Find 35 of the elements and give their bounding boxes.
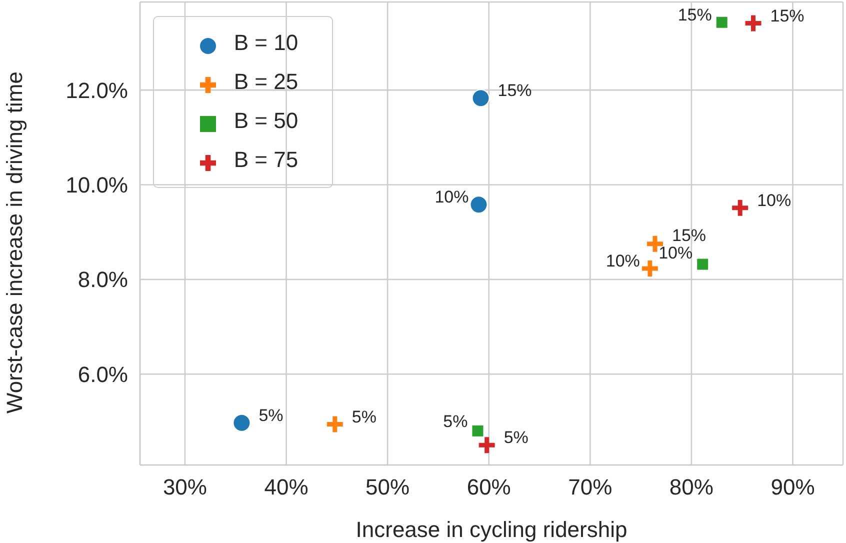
annotation: 15% [770,6,804,26]
y-axis-title: Worst-case increase in driving time [2,72,27,414]
x-axis-title: Increase in cycling ridership [356,517,628,542]
y-tick-label: 10.0% [66,172,128,198]
annotation: 15% [672,226,706,245]
x-tick-label: 70% [568,474,612,500]
x-tick-label: 50% [366,474,410,500]
annotation: 10% [606,252,640,271]
x-tick-label: 90% [770,474,815,500]
annotation: 15% [678,5,712,24]
y-tick-label: 12.0% [66,78,128,103]
point [472,89,490,108]
legend-label: B = 75 [234,146,298,174]
point [232,414,251,432]
point [472,425,484,436]
annotation: 15% [498,81,532,100]
x-tick-label: 80% [669,474,714,500]
annotation: 10% [434,188,469,207]
legend-label: B = 50 [234,107,298,135]
point [716,16,728,28]
annotation: 5% [443,412,468,431]
legend-label: B = 10 [234,29,298,57]
x-tick-label: 60% [466,474,511,500]
annotation: 10% [757,190,792,210]
point [470,196,488,214]
x-tick-label: 40% [264,474,308,500]
y-tick-label: 6.0% [78,362,128,387]
annotation: 5% [352,407,376,426]
legend-label: B = 25 [234,68,298,96]
annotation: 10% [658,243,693,262]
annotation: 5% [258,406,284,425]
point [697,258,708,270]
x-tick-label: 30% [162,474,207,500]
y-tick-label: 8.0% [78,267,128,292]
annotation: 5% [504,428,528,448]
